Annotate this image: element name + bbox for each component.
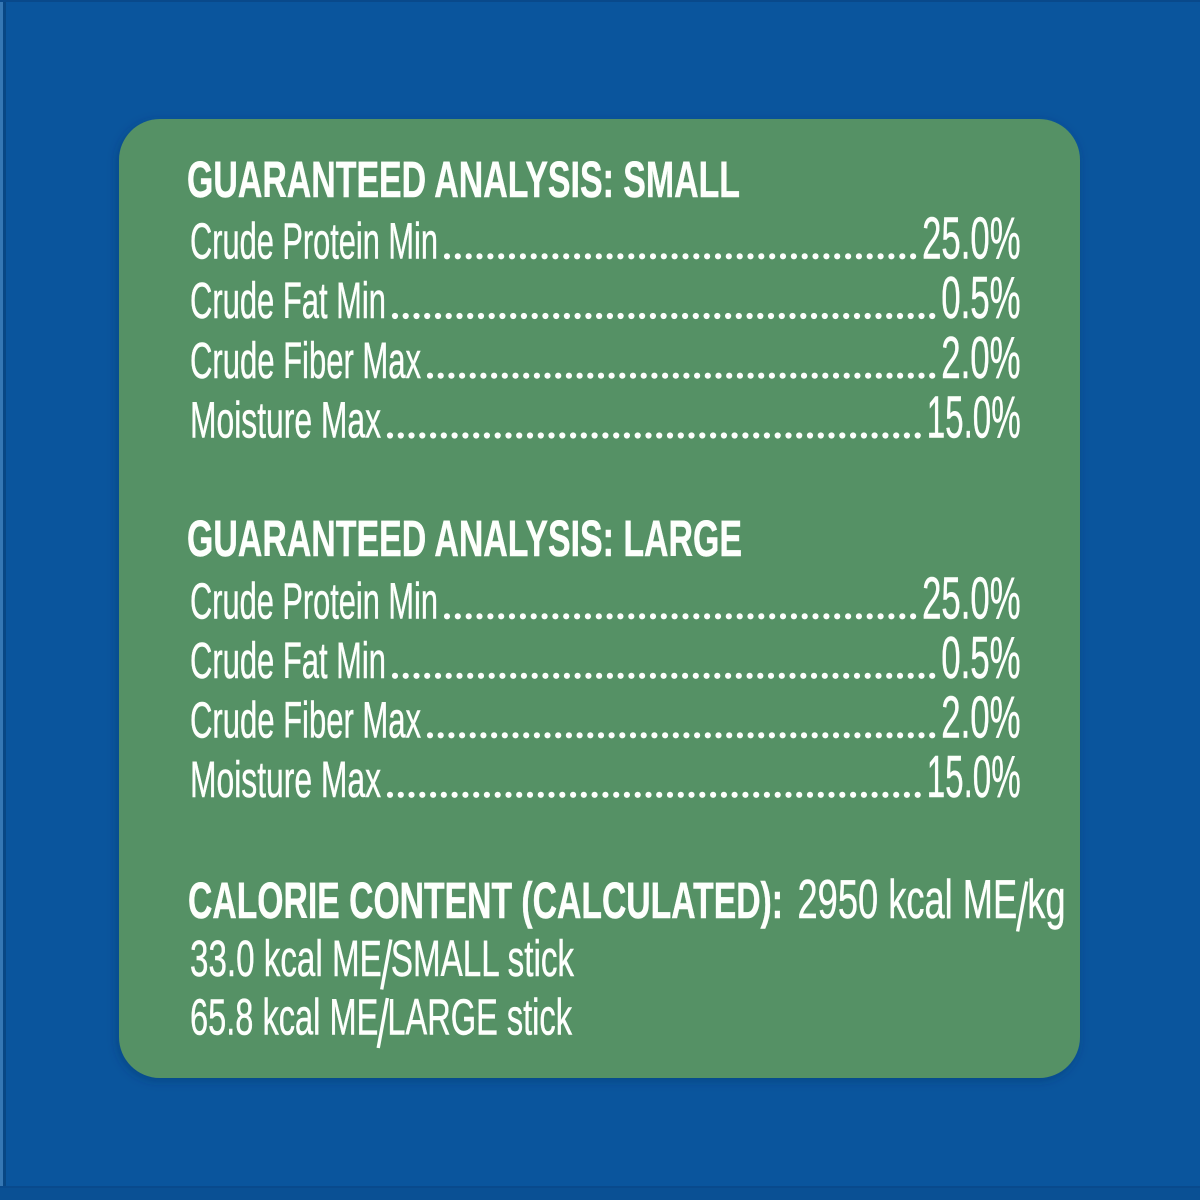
svg-text:Crude Fat Min: Crude Fat Min: [190, 632, 386, 689]
svg-text:15.0%: 15.0%: [927, 385, 1021, 451]
svg-text:Crude Fat Min: Crude Fat Min: [190, 272, 386, 329]
svg-text:Moisture Max: Moisture Max: [190, 751, 381, 808]
svg-text:CALORIE CONTENT (CALCULATED):: CALORIE CONTENT (CALCULATED):: [188, 872, 783, 929]
svg-text:GUARANTEED ANALYSIS: SMALL: GUARANTEED ANALYSIS: SMALL: [187, 151, 740, 208]
svg-text:GUARANTEED ANALYSIS: LARGE: GUARANTEED ANALYSIS: LARGE: [187, 510, 742, 567]
svg-text:Crude Fiber Max: Crude Fiber Max: [190, 332, 421, 389]
svg-text:0.5%: 0.5%: [941, 625, 1021, 691]
svg-text:25.0%: 25.0%: [922, 566, 1021, 632]
svg-text:2950 kcal ME kg: 2950 kcal ME kg: [798, 868, 1066, 930]
svg-text:15.0%: 15.0%: [927, 744, 1021, 810]
svg-text:Crude Fiber Max: Crude Fiber Max: [190, 692, 421, 749]
svg-text:Crude Protein Min: Crude Protein Min: [190, 213, 438, 270]
svg-text:25.0%: 25.0%: [922, 206, 1021, 272]
svg-text:0.5%: 0.5%: [941, 265, 1021, 331]
svg-text:Moisture Max: Moisture Max: [190, 392, 381, 449]
svg-text:Crude Protein Min: Crude Protein Min: [190, 573, 438, 630]
svg-text:2.0%: 2.0%: [941, 685, 1021, 751]
svg-text:2.0%: 2.0%: [941, 325, 1021, 391]
